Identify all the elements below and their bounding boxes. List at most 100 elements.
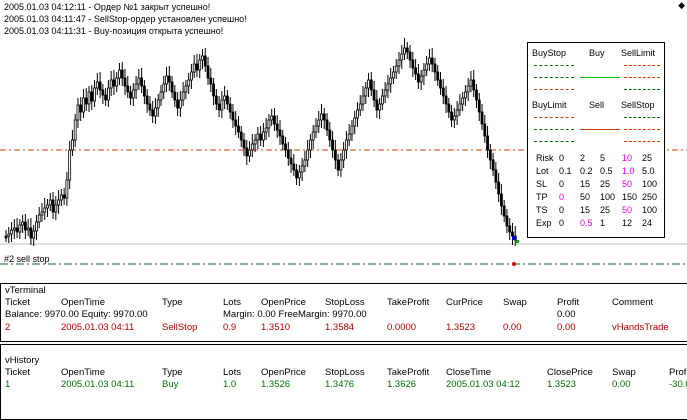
param-exp-option[interactable]: 1 bbox=[600, 218, 606, 228]
chart-shift-arrow-icon[interactable]: ◆ bbox=[678, 0, 685, 10]
param-exp-option[interactable]: 0 bbox=[559, 218, 565, 228]
candle-body bbox=[26, 227, 30, 231]
candle-body bbox=[101, 89, 105, 96]
buystop-button[interactable]: BuyStop bbox=[532, 48, 567, 58]
buylimit-button[interactable]: BuyLimit bbox=[532, 100, 567, 110]
param-lot-option[interactable]: 0.2 bbox=[580, 166, 593, 176]
buylimit-line-1 bbox=[534, 117, 574, 118]
history-cell-5: 1.3476 bbox=[325, 379, 355, 390]
param-tp-option[interactable]: 0 bbox=[559, 192, 565, 202]
param-risk-option[interactable]: 0 bbox=[559, 153, 565, 163]
candle-body bbox=[162, 83, 166, 93]
candle-body bbox=[140, 77, 144, 87]
terminal-header-2: Type bbox=[162, 297, 183, 308]
candle-body bbox=[333, 149, 337, 161]
candle-body bbox=[93, 87, 96, 102]
history-header-10: Prof bbox=[669, 367, 687, 378]
sellstop-button[interactable]: SellStop bbox=[621, 100, 655, 110]
candle-body bbox=[408, 51, 412, 61]
param-sl-option[interactable]: 15 bbox=[580, 179, 591, 189]
candle-body bbox=[4, 235, 8, 239]
param-sl-option[interactable]: 0 bbox=[559, 179, 565, 189]
candle-body bbox=[320, 113, 323, 121]
param-lot-option[interactable]: 0.5 bbox=[600, 166, 613, 176]
stop-marker-icon bbox=[512, 262, 516, 266]
param-label-tp: TP bbox=[536, 192, 548, 202]
terminal-cell-3: 0.9 bbox=[223, 322, 237, 333]
param-ts-option[interactable]: 50 bbox=[622, 205, 633, 215]
param-ts-option[interactable]: 25 bbox=[600, 205, 611, 215]
candle-body bbox=[245, 147, 249, 157]
param-exp-option[interactable]: 24 bbox=[642, 218, 653, 228]
candle-body bbox=[286, 149, 290, 159]
candle-body bbox=[403, 47, 406, 55]
candle-body bbox=[173, 91, 177, 101]
buy-button[interactable]: Buy bbox=[589, 48, 605, 58]
param-risk-option[interactable]: 10 bbox=[622, 153, 633, 163]
terminal-cell-4: 1.3510 bbox=[261, 322, 291, 333]
candle-body bbox=[433, 63, 437, 73]
param-risk-option[interactable]: 5 bbox=[600, 153, 606, 163]
candle-body bbox=[347, 133, 351, 141]
param-tp-option[interactable]: 50 bbox=[580, 192, 591, 202]
candle-body bbox=[306, 149, 310, 161]
param-tp-option[interactable]: 250 bbox=[642, 192, 658, 202]
candle-body bbox=[129, 91, 132, 99]
candle-body bbox=[206, 65, 210, 79]
candle-body bbox=[104, 94, 108, 101]
param-sl-option[interactable]: 50 bbox=[622, 179, 633, 189]
param-exp-option[interactable]: 0.5 bbox=[580, 218, 593, 228]
candle-body bbox=[400, 53, 404, 61]
selllimit-button[interactable]: SellLimit bbox=[621, 48, 656, 58]
candle-body bbox=[270, 115, 274, 121]
param-lot-option[interactable]: 0.1 bbox=[559, 166, 572, 176]
candle-body bbox=[195, 63, 199, 71]
param-exp-option[interactable]: 12 bbox=[622, 218, 633, 228]
log-line-3: 2005.01.03 04:11:31 - Buy-позиция открыт… bbox=[4, 26, 224, 36]
candle-body bbox=[10, 229, 13, 235]
candle-body bbox=[350, 125, 354, 135]
candle-body bbox=[397, 59, 401, 67]
param-tp-option[interactable]: 100 bbox=[600, 192, 616, 202]
candle-body bbox=[209, 77, 213, 85]
candle-body bbox=[364, 87, 368, 97]
param-sl-option[interactable]: 25 bbox=[600, 179, 611, 189]
candle-body bbox=[220, 99, 224, 111]
candle-body bbox=[469, 79, 473, 87]
param-label-exp: Exp bbox=[536, 218, 552, 228]
candle-body bbox=[284, 143, 287, 151]
candle-body bbox=[486, 135, 489, 151]
param-lot-option[interactable]: 5.0 bbox=[642, 166, 655, 176]
candle-body bbox=[165, 75, 168, 85]
terminal-header-7: CurPrice bbox=[446, 297, 483, 308]
candle-body bbox=[331, 139, 334, 151]
param-risk-option[interactable]: 2 bbox=[580, 153, 586, 163]
buystop-line-2 bbox=[534, 77, 574, 78]
candle-body bbox=[159, 91, 163, 101]
sell-button[interactable]: Sell bbox=[589, 100, 605, 110]
candle-body bbox=[18, 224, 22, 233]
candle-body bbox=[62, 194, 66, 199]
param-sl-option[interactable]: 100 bbox=[642, 179, 658, 189]
candle-body bbox=[43, 207, 47, 213]
candle-body bbox=[112, 79, 116, 87]
param-risk-option[interactable]: 25 bbox=[642, 153, 653, 163]
candle-body bbox=[131, 89, 135, 99]
trade-control-panel: BuyStop Buy SellLimit BuyLimit Sell Sell… bbox=[527, 42, 665, 238]
param-lot-option[interactable]: 1.0 bbox=[622, 166, 635, 176]
param-ts-option[interactable]: 0 bbox=[559, 205, 565, 215]
param-ts-option[interactable]: 100 bbox=[642, 205, 658, 215]
candle-body bbox=[176, 99, 179, 109]
candle-body bbox=[447, 103, 451, 113]
history-cell-10: -30.0 bbox=[669, 379, 687, 390]
selllimit-line-2 bbox=[624, 77, 660, 78]
history-cell-6: 1.3626 bbox=[387, 379, 417, 390]
price-chart[interactable]: 2005.01.03 04:12:11 - Ордер №1 закрыт ус… bbox=[0, 0, 687, 282]
param-tp-option[interactable]: 150 bbox=[622, 192, 638, 202]
param-ts-option[interactable]: 15 bbox=[580, 205, 591, 215]
order-marker-icon bbox=[516, 240, 519, 243]
history-cell-0: 1 bbox=[5, 379, 11, 390]
candle-body bbox=[212, 83, 215, 97]
terminal-cell-7: 1.3523 bbox=[446, 322, 476, 333]
terminal-header-6: TakeProfit bbox=[387, 297, 430, 308]
